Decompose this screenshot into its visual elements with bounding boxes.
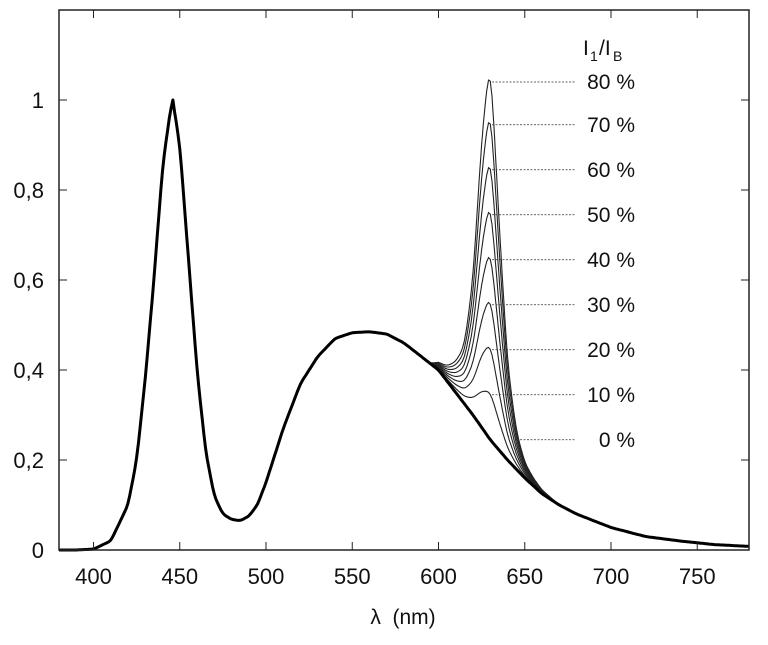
series-label: 40 % <box>587 249 635 272</box>
series-label: 50 % <box>587 204 635 227</box>
x-tick-label: 500 <box>248 564 285 589</box>
series-line-60pct <box>420 166 569 511</box>
y-tick-label: 0,6 <box>13 268 44 293</box>
y-tick-label: 0 <box>32 538 44 563</box>
legend-title-slash: /I <box>599 37 611 60</box>
y-tick-label: 1 <box>32 88 44 113</box>
legend-title-main: I <box>583 37 589 60</box>
plot-frame <box>58 9 750 551</box>
series-line-40pct <box>420 256 569 511</box>
series-label: 60 % <box>587 159 635 182</box>
y-tick-label: 0,2 <box>13 448 44 473</box>
y-tick-label: 0,8 <box>13 178 44 203</box>
legend-title-sub2: B <box>613 48 622 64</box>
legend-title-sub1: 1 <box>590 48 598 64</box>
series-label: 0 % <box>599 429 635 452</box>
legend-title: I 1 /I B <box>583 37 622 64</box>
series-line-80pct <box>420 79 569 511</box>
x-tick-label: 550 <box>334 564 371 589</box>
series-label: 30 % <box>587 294 635 317</box>
series-line-10pct <box>420 356 569 511</box>
x-tick-label: 400 <box>75 564 112 589</box>
x-tick-label: 750 <box>679 564 716 589</box>
x-tick-label: 600 <box>420 564 457 589</box>
x-axis-label: λ (nm) <box>370 606 435 629</box>
x-tick-label: 450 <box>161 564 198 589</box>
series-line-base-0pct <box>59 98 750 552</box>
series-label: 80 % <box>587 71 635 94</box>
series-label: 10 % <box>587 384 635 407</box>
series-label: 70 % <box>587 114 635 137</box>
series-line-50pct <box>420 211 569 511</box>
series-line-70pct <box>420 121 569 511</box>
y-tick-label: 0,4 <box>13 358 44 383</box>
series-label: 20 % <box>587 339 635 362</box>
x-tick-label: 700 <box>593 564 630 589</box>
x-tick-label: 650 <box>506 564 543 589</box>
